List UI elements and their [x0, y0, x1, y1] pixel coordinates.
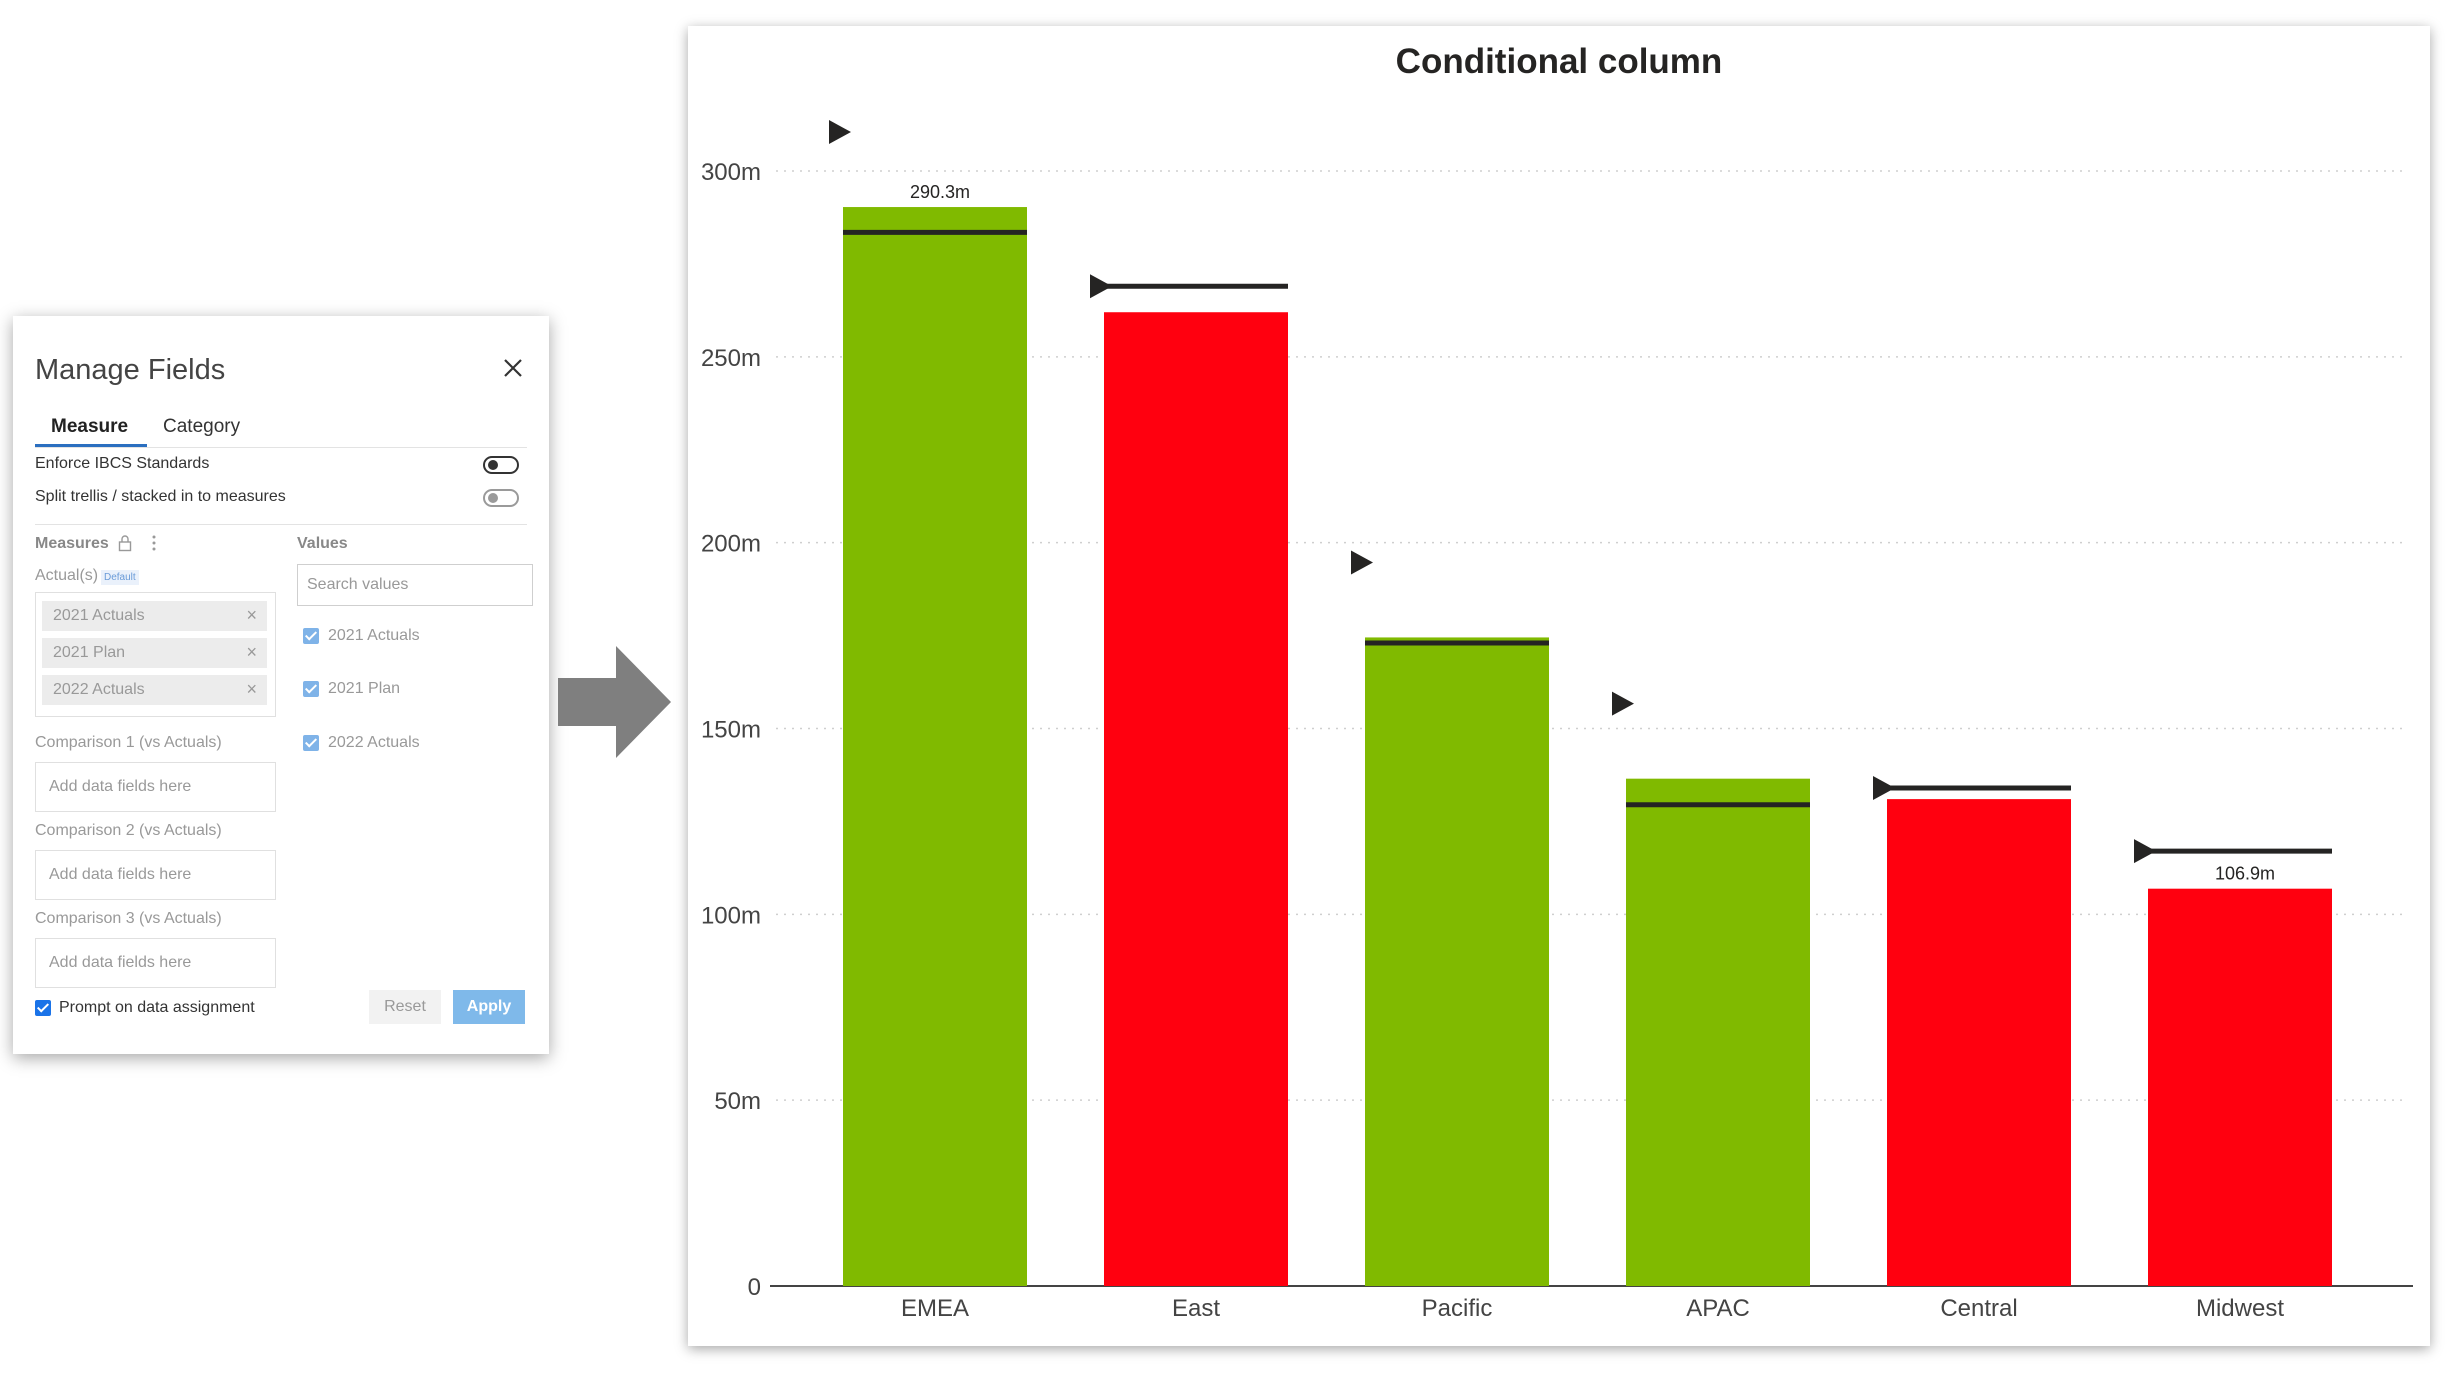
prompt-checkbox[interactable]: [35, 1000, 51, 1016]
value-label: 2021 Actuals: [328, 627, 420, 644]
reference-marker: [2134, 839, 2156, 864]
actuals-label: Actual(s): [35, 567, 99, 584]
divider: [35, 447, 527, 448]
chip-label: 2021 Plan: [53, 644, 126, 661]
tab-category[interactable]: Category: [163, 416, 241, 437]
remove-icon[interactable]: ×: [246, 605, 257, 625]
bar-apac: [1626, 778, 1810, 1286]
chip-label: 2021 Actuals: [53, 607, 145, 624]
prompt-label: Prompt on data assignment: [59, 999, 255, 1016]
comparison-3-dropzone[interactable]: Add data fields here: [35, 938, 276, 988]
value-checkbox[interactable]: [303, 628, 319, 644]
reference-marker: [829, 120, 851, 145]
lock-icon[interactable]: [118, 534, 132, 552]
value-checkbox[interactable]: [303, 735, 319, 751]
split-trellis-toggle[interactable]: [483, 489, 519, 507]
reference-marker: [1090, 274, 1112, 299]
flow-arrow-icon: [558, 646, 671, 758]
close-icon[interactable]: [499, 354, 527, 382]
value-label: 2021 Plan: [328, 680, 401, 697]
divider: [35, 524, 527, 525]
comparison-3-label: Comparison 3 (vs Actuals): [35, 910, 222, 927]
actual-chip[interactable]: 2021 Actuals ×: [42, 601, 267, 631]
x-tick-label: Central: [1940, 1295, 2017, 1322]
manage-fields-panel: Manage Fields Measure Category Enforce I…: [13, 316, 549, 1054]
x-tick-label: Midwest: [2196, 1295, 2284, 1322]
actual-chip[interactable]: 2022 Actuals ×: [42, 675, 267, 705]
remove-icon[interactable]: ×: [246, 679, 257, 699]
active-tab-indicator: [35, 444, 147, 447]
apply-button[interactable]: Apply: [453, 990, 525, 1024]
comparison-1-label: Comparison 1 (vs Actuals): [35, 734, 222, 751]
value-checkbox[interactable]: [303, 681, 319, 697]
comparison-1-dropzone[interactable]: Add data fields here: [35, 762, 276, 812]
values-heading: Values: [297, 535, 348, 552]
comparison-2-dropzone[interactable]: Add data fields here: [35, 850, 276, 900]
x-tick-label: EMEA: [901, 1295, 969, 1322]
y-tick-label: 100m: [701, 902, 761, 929]
y-tick-label: 150m: [701, 717, 761, 744]
enforce-ibcs-toggle[interactable]: [483, 456, 519, 474]
bar-emea: [843, 207, 1027, 1287]
chart-canvas: 0 50m 100m 150m 200m 250m 300m 290.3m EMEA East Pa…: [701, 120, 2413, 1322]
actuals-dropzone[interactable]: 2021 Actuals × 2021 Plan × 2022 Actuals …: [35, 592, 276, 717]
x-tick-label: Pacific: [1422, 1295, 1493, 1322]
reference-marker: [1351, 550, 1373, 575]
more-options-icon[interactable]: [151, 534, 157, 552]
bar-pacific: [1365, 637, 1549, 1286]
reset-button[interactable]: Reset: [369, 990, 441, 1024]
chart-title: Conditional column: [1395, 42, 1723, 81]
y-tick-label: 200m: [701, 531, 761, 558]
chart-card: Conditional column 0 50m 100m 150m 200m 250m 3…: [688, 26, 2430, 1346]
bar-midwest: [2148, 888, 2332, 1286]
split-trellis-label: Split trellis / stacked in to measures: [35, 488, 286, 505]
panel-title: Manage Fields: [35, 354, 226, 386]
y-tick-label: 50m: [714, 1088, 761, 1115]
y-tick-label: 250m: [701, 345, 761, 372]
comparison-2-label: Comparison 2 (vs Actuals): [35, 822, 222, 839]
actual-chip[interactable]: 2021 Plan ×: [42, 638, 267, 668]
dropzone-placeholder: Add data fields here: [49, 954, 192, 971]
bar-central: [1887, 799, 2071, 1286]
bar-east: [1104, 312, 1288, 1286]
reference-marker: [1873, 775, 1895, 800]
y-tick-label: 0: [748, 1274, 761, 1301]
data-label: 290.3m: [910, 182, 970, 202]
y-tick-label: 300m: [701, 159, 761, 186]
dropzone-placeholder: Add data fields here: [49, 866, 192, 883]
tab-measure[interactable]: Measure: [51, 416, 129, 437]
search-values-input[interactable]: [297, 564, 533, 606]
dropzone-placeholder: Add data fields here: [49, 778, 192, 795]
x-tick-label: APAC: [1686, 1295, 1750, 1322]
remove-icon[interactable]: ×: [246, 642, 257, 662]
enforce-ibcs-label: Enforce IBCS Standards: [35, 455, 210, 472]
x-tick-label: East: [1172, 1295, 1220, 1322]
reference-marker: [1612, 691, 1634, 716]
data-label: 106.9m: [2215, 864, 2275, 884]
measures-heading: Measures: [35, 535, 109, 552]
default-badge: Default: [101, 570, 139, 585]
value-label: 2022 Actuals: [328, 734, 420, 751]
chip-label: 2022 Actuals: [53, 681, 145, 698]
